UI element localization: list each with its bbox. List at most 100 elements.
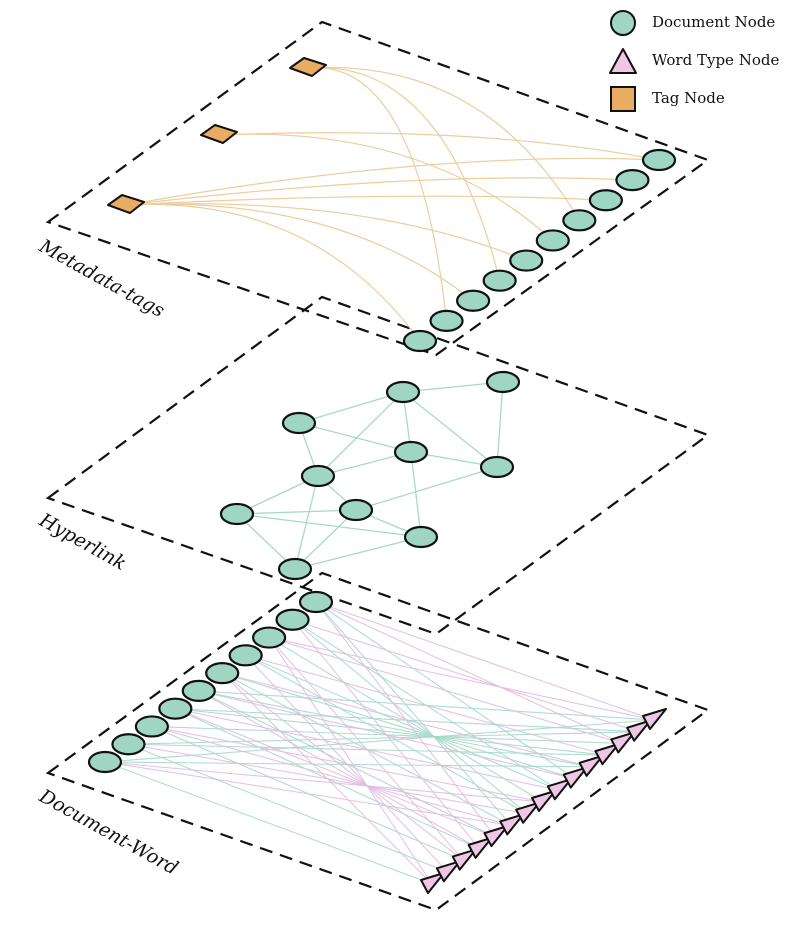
tag-edge bbox=[125, 203, 421, 342]
doc-word-edge bbox=[104, 761, 433, 885]
tag-node bbox=[200, 124, 238, 144]
legend: Document Node Word Type Node Tag Node bbox=[608, 6, 798, 120]
word-type-node bbox=[594, 743, 620, 766]
tag-edge bbox=[218, 133, 554, 241]
document-node bbox=[181, 679, 216, 702]
document-node bbox=[219, 502, 255, 526]
doc-word-edge bbox=[315, 601, 623, 744]
document-word-nodes bbox=[87, 590, 667, 894]
hyperlink-edge bbox=[402, 391, 498, 468]
word-type-node bbox=[642, 708, 667, 730]
plane-document-word bbox=[45, 571, 711, 912]
legend-label-word: Word Type Node bbox=[652, 51, 780, 69]
document-node bbox=[228, 644, 263, 667]
hyperlink-edges bbox=[236, 381, 504, 570]
doc-word-edge bbox=[268, 637, 433, 885]
tag-edge bbox=[125, 203, 474, 302]
word-type-node bbox=[531, 790, 556, 812]
document-node bbox=[281, 411, 317, 435]
doc-word-edge bbox=[245, 654, 449, 873]
word-type-node bbox=[562, 766, 588, 789]
layer-label-metadata-tags: Metadata-tags bbox=[35, 235, 169, 322]
tag-edge bbox=[125, 195, 606, 206]
document-node bbox=[277, 557, 313, 581]
doc-word-edge bbox=[292, 619, 560, 791]
legend-label-tag: Tag Node bbox=[652, 89, 725, 107]
hyperlink-nodes bbox=[219, 370, 521, 581]
document-node bbox=[205, 662, 240, 685]
word-type-node bbox=[483, 825, 509, 848]
doc-word-edge bbox=[315, 601, 655, 721]
circle-icon bbox=[610, 10, 636, 36]
legend-item-document: Document Node bbox=[608, 6, 798, 44]
doc-word-edge bbox=[268, 637, 655, 721]
doc-word-edge bbox=[175, 708, 607, 756]
word-type-node bbox=[578, 754, 604, 777]
legend-label-document: Document Node bbox=[652, 13, 776, 31]
document-node bbox=[87, 750, 123, 774]
document-node bbox=[275, 608, 310, 631]
document-node bbox=[134, 715, 169, 738]
tag-edge bbox=[125, 203, 527, 262]
tag-edge bbox=[218, 132, 660, 161]
triangle-icon bbox=[609, 48, 637, 74]
doc-word-edge bbox=[292, 619, 480, 850]
hyperlink-edge bbox=[317, 391, 404, 477]
doc-word-edge bbox=[128, 731, 639, 745]
doc-word-edge bbox=[245, 654, 560, 791]
document-node bbox=[429, 309, 464, 332]
doc-word-edge bbox=[104, 761, 544, 803]
layer-label-hyperlink: Hyperlink bbox=[35, 509, 130, 575]
document-node bbox=[535, 229, 570, 252]
tag-edge bbox=[307, 66, 580, 221]
document-node bbox=[252, 626, 287, 649]
document-node bbox=[393, 440, 429, 464]
word-type-node bbox=[546, 778, 572, 801]
legend-item-tag: Tag Node bbox=[608, 82, 798, 120]
document-node bbox=[479, 455, 515, 479]
doc-word-edge bbox=[268, 637, 465, 861]
doc-word-edge bbox=[315, 601, 576, 780]
hyperlink-edge bbox=[236, 513, 422, 538]
word-type-node bbox=[515, 801, 541, 824]
doc-word-edge bbox=[221, 672, 433, 885]
tag-edge bbox=[307, 66, 501, 281]
doc-word-edge bbox=[222, 672, 575, 780]
hyperlink-edge bbox=[294, 509, 357, 570]
hyperlink-edge bbox=[236, 509, 357, 515]
doc-word-edge bbox=[221, 672, 465, 862]
document-node bbox=[509, 249, 544, 272]
document-node bbox=[403, 525, 439, 549]
document-node bbox=[298, 590, 334, 614]
document-node bbox=[485, 370, 521, 394]
doc-word-edge bbox=[151, 725, 512, 826]
tag-edge bbox=[125, 177, 633, 206]
tag-node bbox=[107, 194, 145, 214]
document-node bbox=[402, 329, 438, 353]
tag-node bbox=[289, 57, 327, 77]
hyperlink-edge bbox=[298, 391, 404, 424]
doc-word-edge bbox=[292, 619, 639, 733]
tag-edge bbox=[125, 157, 660, 206]
hyperlink-edge bbox=[298, 422, 412, 453]
metadata-tag-nodes bbox=[107, 57, 677, 353]
document-node bbox=[456, 289, 491, 312]
word-type-node bbox=[420, 872, 445, 894]
doc-word-edge bbox=[315, 601, 496, 838]
square-icon bbox=[610, 86, 636, 112]
document-node bbox=[588, 189, 623, 212]
doc-word-edge bbox=[175, 708, 496, 838]
legend-item-word: Word Type Node bbox=[608, 44, 798, 82]
document-node bbox=[562, 209, 597, 232]
word-type-node bbox=[467, 836, 493, 859]
doc-word-edge bbox=[128, 743, 449, 873]
doc-word-edge bbox=[151, 725, 464, 862]
plane-metadata-tags bbox=[45, 20, 711, 357]
hyperlink-edge bbox=[294, 536, 422, 570]
plane-outlines bbox=[45, 20, 711, 912]
document-node bbox=[300, 464, 336, 488]
word-type-node bbox=[451, 848, 477, 871]
word-type-node bbox=[499, 813, 525, 836]
word-type-node bbox=[626, 719, 652, 742]
